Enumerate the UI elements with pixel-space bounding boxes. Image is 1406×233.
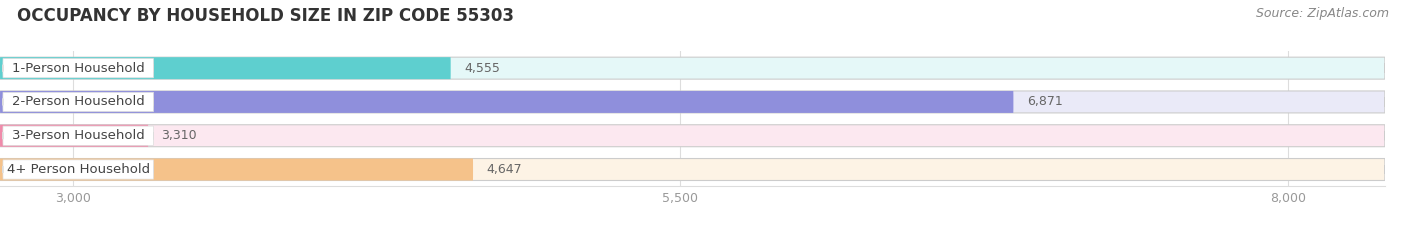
Text: 3-Person Household: 3-Person Household <box>11 129 145 142</box>
Text: Source: ZipAtlas.com: Source: ZipAtlas.com <box>1256 7 1389 20</box>
Text: OCCUPANCY BY HOUSEHOLD SIZE IN ZIP CODE 55303: OCCUPANCY BY HOUSEHOLD SIZE IN ZIP CODE … <box>17 7 513 25</box>
FancyBboxPatch shape <box>0 57 451 79</box>
FancyBboxPatch shape <box>0 57 1385 79</box>
FancyBboxPatch shape <box>3 126 153 145</box>
Text: 2-Person Household: 2-Person Household <box>11 96 145 108</box>
FancyBboxPatch shape <box>0 125 148 147</box>
Text: 4,555: 4,555 <box>464 62 501 75</box>
FancyBboxPatch shape <box>0 91 1014 113</box>
FancyBboxPatch shape <box>0 158 1385 181</box>
Text: 3,310: 3,310 <box>162 129 197 142</box>
FancyBboxPatch shape <box>0 91 1385 113</box>
Text: 4+ Person Household: 4+ Person Household <box>7 163 150 176</box>
FancyBboxPatch shape <box>0 125 1385 147</box>
FancyBboxPatch shape <box>3 92 153 112</box>
Text: 1-Person Household: 1-Person Household <box>11 62 145 75</box>
FancyBboxPatch shape <box>3 160 153 179</box>
Text: 4,647: 4,647 <box>486 163 522 176</box>
FancyBboxPatch shape <box>3 58 153 78</box>
Text: 6,871: 6,871 <box>1026 96 1063 108</box>
FancyBboxPatch shape <box>0 158 472 181</box>
